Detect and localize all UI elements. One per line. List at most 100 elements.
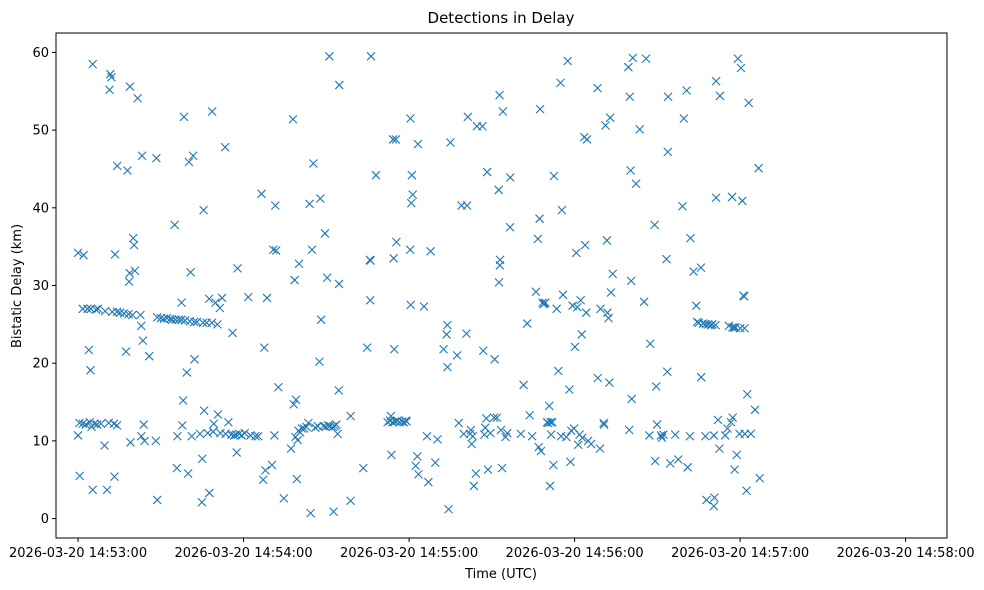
data-point: [601, 121, 610, 130]
data-point: [232, 448, 242, 457]
y-axis-label: Bistatic Delay (km): [10, 224, 25, 348]
data-point: [686, 233, 695, 243]
data-point: [334, 279, 344, 289]
data-point: [273, 382, 283, 392]
data-point: [75, 471, 85, 481]
y-tick-label: 40: [32, 201, 49, 216]
data-point: [406, 114, 415, 123]
data-point: [582, 135, 592, 144]
data-point: [136, 321, 146, 331]
x-tick-label: 2026-03-20 14:55:00: [340, 546, 478, 561]
data-point: [288, 114, 298, 124]
data-point: [639, 297, 649, 307]
data-point: [548, 460, 558, 470]
data-point: [480, 430, 489, 440]
data-point: [126, 438, 135, 447]
data-point: [112, 307, 122, 317]
data-point: [405, 245, 415, 255]
data-point: [128, 233, 138, 243]
data-point: [159, 314, 169, 324]
data-point: [177, 315, 186, 325]
x-tick-label: 2026-03-20 14:53:00: [9, 546, 147, 561]
data-point: [670, 430, 680, 440]
data-point: [233, 264, 242, 273]
data-point: [73, 431, 83, 440]
data-point: [243, 292, 253, 302]
data-point: [144, 351, 154, 361]
data-point: [271, 246, 281, 255]
x-tick-label: 2026-03-20 14:54:00: [175, 546, 313, 561]
data-point: [362, 343, 372, 353]
data-point: [605, 113, 615, 123]
data-point: [177, 298, 186, 307]
data-point: [162, 313, 172, 323]
data-point: [212, 319, 222, 329]
data-point: [659, 430, 668, 440]
data-point: [199, 205, 208, 215]
data-point: [138, 336, 148, 346]
data-point: [744, 98, 754, 108]
data-point: [315, 194, 325, 203]
data-point: [172, 431, 182, 441]
data-point: [110, 250, 120, 259]
data-point: [112, 420, 122, 430]
data-point: [568, 301, 578, 311]
data-point: [333, 429, 343, 439]
data-point: [727, 323, 737, 332]
data-point: [324, 51, 334, 61]
data-point: [481, 413, 491, 423]
data-point: [365, 295, 375, 305]
data-point: [522, 319, 532, 328]
data-point: [397, 417, 407, 426]
data-point: [678, 201, 687, 211]
data-point: [152, 495, 162, 505]
data-point: [346, 496, 355, 506]
data-point: [558, 290, 568, 300]
data-point: [604, 313, 613, 323]
data-point: [292, 474, 302, 484]
data-point: [755, 473, 765, 483]
y-tick-label: 30: [32, 279, 49, 294]
data-point: [279, 493, 289, 503]
data-point: [713, 415, 723, 425]
data-point: [334, 385, 344, 395]
data-point: [469, 481, 479, 491]
data-point: [549, 171, 559, 181]
data-point: [105, 69, 115, 79]
data-point: [105, 85, 114, 95]
data-point: [211, 298, 220, 307]
data-point: [689, 267, 698, 276]
data-point: [650, 220, 659, 230]
data-point: [735, 323, 745, 333]
y-tick-label: 0: [41, 512, 49, 527]
data-point: [703, 319, 713, 329]
data-point: [408, 190, 418, 199]
data-point: [83, 304, 92, 314]
data-point: [711, 320, 720, 330]
data-point: [495, 90, 504, 100]
data-point: [696, 263, 706, 273]
data-point: [125, 82, 135, 91]
data-point: [742, 486, 751, 495]
data-point: [307, 245, 317, 255]
data-point: [346, 411, 355, 421]
data-point: [573, 440, 583, 450]
data-point: [294, 259, 304, 269]
data-point: [581, 308, 591, 318]
data-point: [130, 266, 140, 276]
data-point: [187, 431, 197, 441]
x-tick-label: 2026-03-20 14:56:00: [506, 546, 644, 561]
data-point: [656, 431, 666, 440]
data-point: [466, 425, 476, 435]
data-point: [644, 431, 654, 440]
data-point: [391, 135, 401, 144]
x-axis-ticks: 2026-03-20 14:53:00 2026-03-20 14:54:00 20…: [9, 538, 975, 561]
data-point: [692, 317, 702, 327]
data-point: [595, 444, 605, 454]
data-point: [492, 413, 502, 422]
plot-frame: [55, 32, 948, 539]
data-point: [525, 410, 535, 420]
data-point: [516, 429, 526, 439]
data-point: [136, 431, 146, 441]
